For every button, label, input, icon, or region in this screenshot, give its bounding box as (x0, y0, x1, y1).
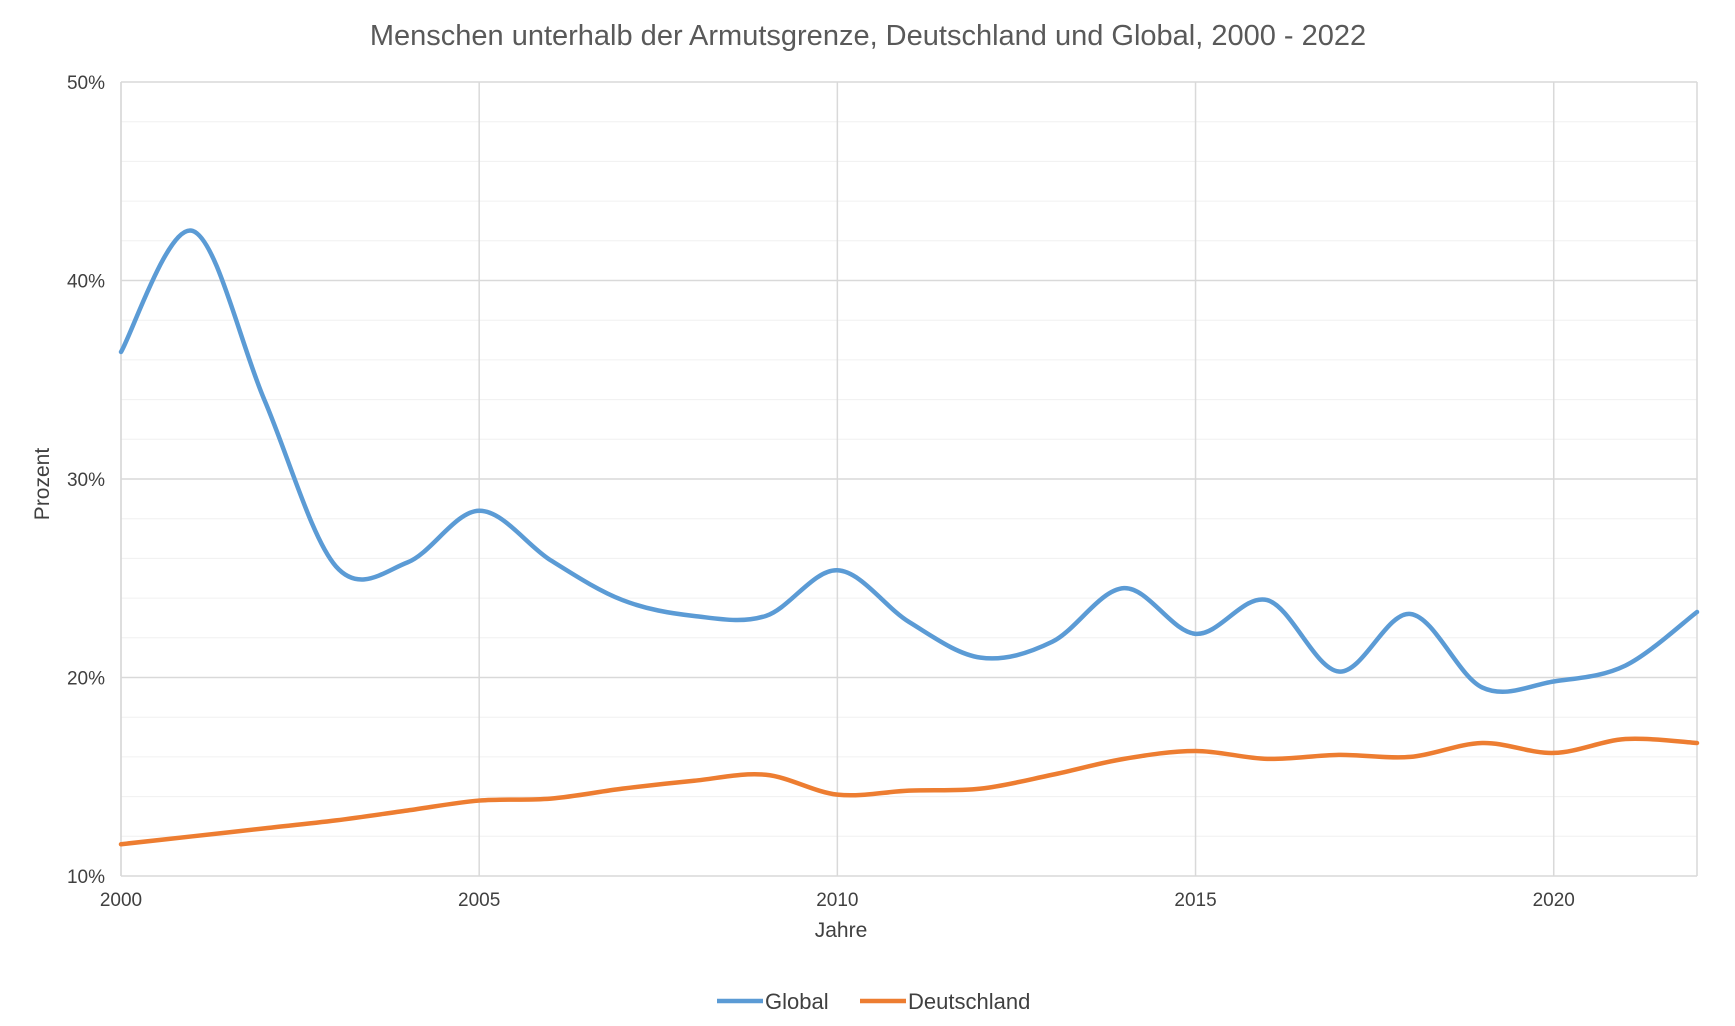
x-tick-label: 2015 (1174, 890, 1216, 911)
legend-label-global: Global (765, 989, 829, 1014)
chart-title: Menschen unterhalb der Armutsgrenze, Deu… (370, 20, 1366, 52)
legend-label-deutschland: Deutschland (908, 989, 1030, 1014)
y-tick-label: 10% (67, 867, 105, 888)
y-tick-label: 20% (67, 669, 105, 690)
y-tick-label: 40% (67, 272, 105, 293)
legend-item-deutschland[interactable]: Deutschland (860, 989, 1030, 1014)
series-line-deutschland[interactable] (118, 736, 1700, 847)
legend-item-global[interactable]: Global (717, 989, 829, 1014)
x-axis-ticks: 2000 2005 2010 2015 2020 (100, 890, 1575, 911)
y-axis-label: Prozent (31, 448, 54, 521)
series-line-global[interactable] (118, 228, 1700, 694)
series-lines (118, 228, 1700, 847)
y-tick-label: 50% (67, 73, 105, 94)
x-tick-label: 2000 (100, 890, 142, 911)
legend: Global Deutschland (717, 989, 1030, 1014)
x-axis-label: Jahre (815, 919, 868, 942)
x-tick-label: 2020 (1533, 890, 1575, 911)
x-tick-label: 2010 (816, 890, 858, 911)
y-tick-label: 30% (67, 470, 105, 491)
y-axis-ticks: 10% 20% 30% 40% 50% (67, 73, 105, 888)
gridlines (120, 81, 1698, 877)
x-tick-label: 2005 (458, 890, 500, 911)
